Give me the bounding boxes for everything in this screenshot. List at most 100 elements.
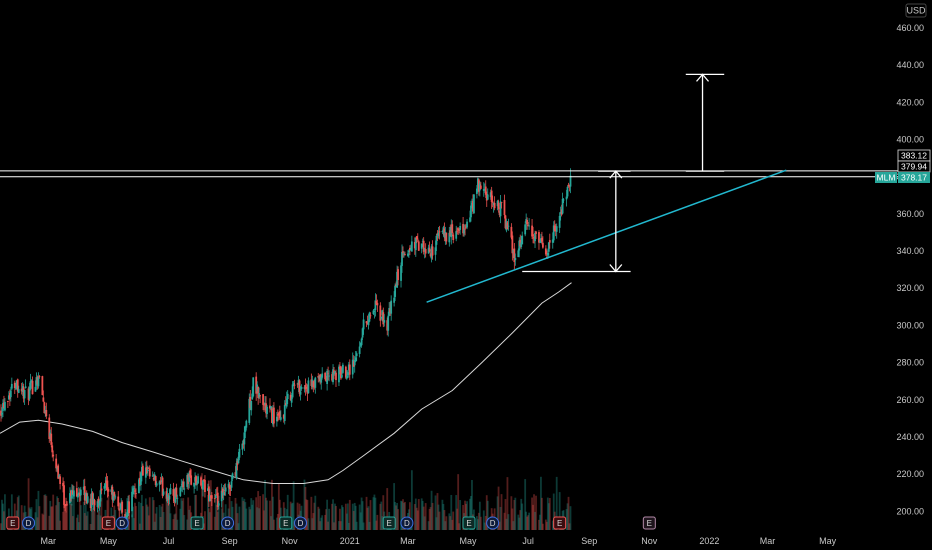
event-marker-label: D <box>26 519 32 528</box>
y-tick-label: 240.00 <box>896 432 924 442</box>
candle-body <box>402 251 404 253</box>
volume-bar <box>544 519 547 530</box>
volume-bar <box>98 501 101 530</box>
candle-body <box>107 489 110 492</box>
trendline[interactable] <box>426 169 787 303</box>
earnings-marker-icon[interactable]: E <box>279 516 293 530</box>
dividend-marker-icon[interactable]: D <box>294 516 308 530</box>
candle-body <box>252 377 255 397</box>
volume-bar <box>510 496 513 530</box>
candle-body <box>75 488 78 497</box>
dividend-marker-icon[interactable]: D <box>115 516 129 530</box>
volume-bar <box>442 503 445 530</box>
volume-bar <box>415 507 418 530</box>
earnings-marker-icon[interactable]: E <box>462 516 476 530</box>
candle-body <box>451 224 454 234</box>
volume-bar <box>139 523 141 530</box>
candle-body <box>28 386 31 399</box>
candle-body <box>220 490 223 502</box>
candle-body <box>72 490 75 497</box>
candle-body <box>180 486 183 488</box>
candle-body <box>77 492 80 496</box>
measure-tool[interactable] <box>522 170 631 273</box>
candle-body <box>335 372 337 381</box>
candle-body <box>100 488 103 491</box>
earnings-marker-icon[interactable]: E <box>553 516 567 530</box>
earnings-marker-icon[interactable]: E <box>101 516 115 530</box>
volume-bar <box>195 494 197 530</box>
time-axis[interactable]: Mar May Jul Sep Nov 2021 Mar May Jul Sep Nov 2022 Ma… <box>41 536 837 546</box>
candle-body <box>160 480 163 483</box>
volume-bar <box>256 507 259 530</box>
candle-body <box>132 488 134 495</box>
volume-bar <box>366 507 369 530</box>
candle-body <box>470 205 472 218</box>
dividend-marker-icon[interactable]: D <box>400 516 414 530</box>
dividend-marker-icon[interactable]: D <box>221 516 235 530</box>
earnings-marker-icon[interactable]: E <box>6 516 20 530</box>
candle-body <box>471 202 473 209</box>
volume-bar <box>307 518 310 530</box>
candle-body <box>4 401 6 411</box>
candle-body <box>535 231 537 234</box>
candle-body <box>17 389 20 393</box>
candle-body <box>300 386 303 389</box>
candle-body <box>2 403 4 411</box>
volume-bar <box>2 503 4 530</box>
candle-body <box>210 495 213 499</box>
candle-body <box>158 481 161 485</box>
volume-bar <box>546 497 549 530</box>
volume-bar <box>428 508 431 530</box>
candle-body <box>139 472 142 485</box>
candle-body <box>512 249 515 253</box>
volume-bar <box>140 494 143 530</box>
volume-bar <box>421 500 424 530</box>
candle-body <box>187 474 190 484</box>
candle-body <box>258 393 261 398</box>
volume-bar <box>459 500 462 530</box>
volume-bar <box>450 494 453 530</box>
measure-tool[interactable] <box>685 73 725 172</box>
price-axis[interactable]: 200.00 220.00 240.00 260.00 280.00 300.00 320.… <box>896 23 924 517</box>
volume-bar <box>410 470 413 530</box>
earnings-marker-icon[interactable]: E <box>642 516 656 530</box>
candle-body <box>127 501 129 516</box>
earnings-marker-icon[interactable]: E <box>190 516 204 530</box>
dividend-marker-icon[interactable]: D <box>486 516 500 530</box>
candle-body <box>14 388 17 390</box>
currency-label[interactable]: USD <box>905 3 927 18</box>
candle-body <box>352 361 355 367</box>
candle-body <box>86 496 89 503</box>
candle-body <box>248 398 251 423</box>
candle-body <box>98 500 101 506</box>
candle-body <box>3 402 5 409</box>
candle-body <box>475 188 478 194</box>
volume-bar <box>504 499 507 530</box>
volume-bar <box>437 504 440 530</box>
upper-level-tag: 383.12 <box>897 149 931 162</box>
volume-bar <box>458 523 461 530</box>
volume-bar <box>59 520 62 530</box>
symbol-tag[interactable]: MLM <box>875 172 897 183</box>
volume-bar <box>228 496 231 530</box>
candle-body <box>493 202 496 209</box>
volume-bar <box>265 497 267 530</box>
candle-body <box>126 515 129 518</box>
volume-bar <box>186 519 189 530</box>
candle-body <box>272 409 274 425</box>
candle-body <box>64 504 66 507</box>
candle-body <box>207 488 209 491</box>
volume-bar <box>165 495 168 530</box>
volume-bar <box>83 513 86 530</box>
candle-body <box>151 475 154 477</box>
drawing-tools-layer[interactable] <box>0 73 898 303</box>
candle-body <box>458 229 461 231</box>
earnings-marker-icon[interactable]: E <box>382 516 396 530</box>
volume-bar <box>379 503 382 530</box>
volume-bar <box>324 514 327 530</box>
volume-bar <box>548 498 551 530</box>
candle-body <box>78 493 81 496</box>
dividend-marker-icon[interactable]: D <box>22 516 36 530</box>
volume-bar <box>84 494 87 530</box>
